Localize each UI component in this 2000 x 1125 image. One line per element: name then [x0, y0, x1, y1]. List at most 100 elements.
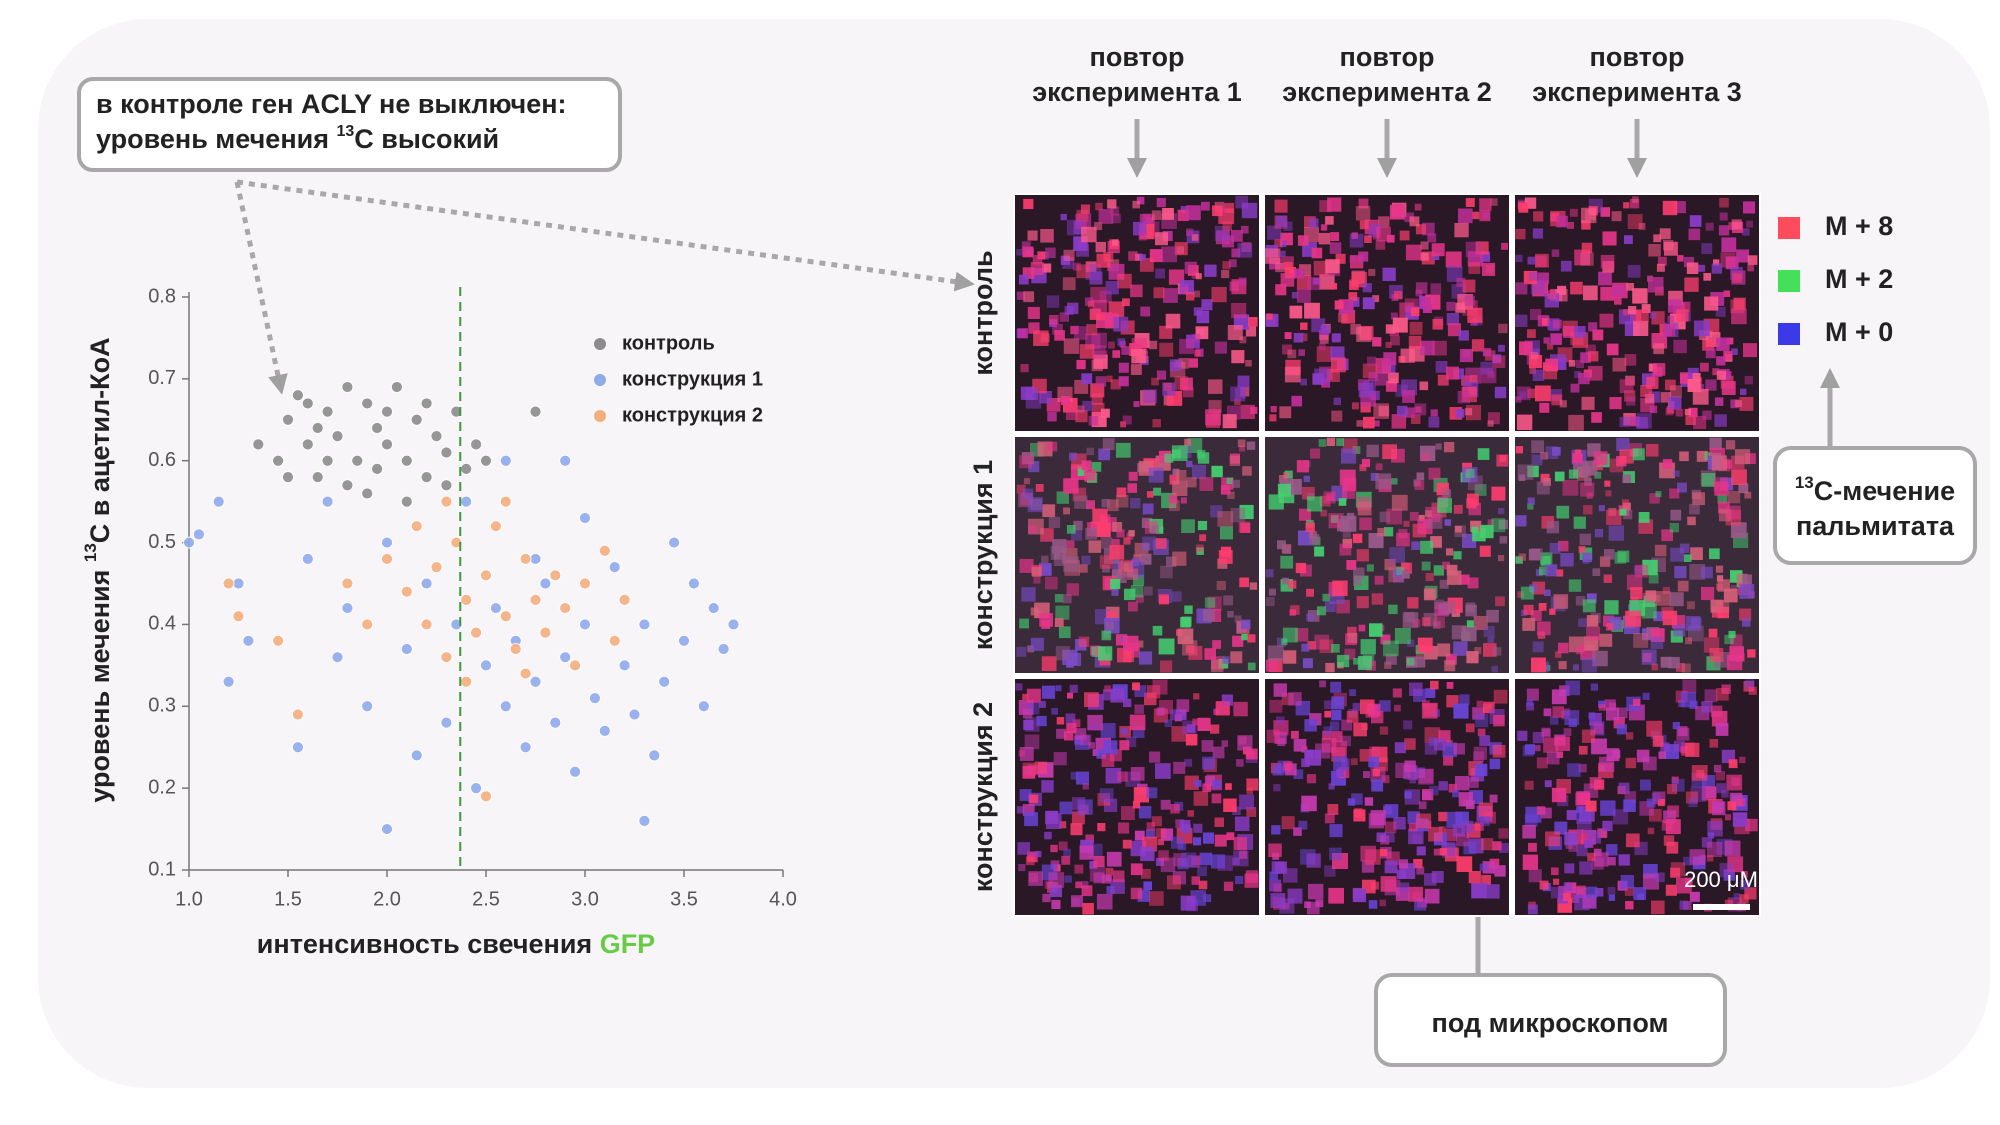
micrograph-pixel: [1562, 893, 1571, 901]
micrograph-pixel: [1349, 689, 1356, 696]
micrograph-pixel: [1212, 779, 1222, 789]
micrograph: [1265, 195, 1509, 431]
scatter-point: [717, 643, 730, 655]
micrograph-pixel: [1498, 828, 1509, 839]
micrograph-pixel: [1184, 605, 1193, 614]
micrograph-pixel: [1025, 387, 1038, 400]
micrograph-pixel: [1581, 396, 1595, 410]
micrograph-pixel: [1091, 332, 1107, 349]
micrograph-pixel: [1130, 767, 1145, 781]
micrograph-pixel: [1446, 301, 1456, 311]
micrograph-pixel: [1172, 480, 1188, 496]
micrograph-pixel: [1041, 685, 1056, 699]
micrograph-pixel: [1152, 679, 1168, 695]
micrograph-pixel: [1191, 271, 1199, 279]
micrograph-pixel: [1599, 633, 1613, 647]
micrograph-pixel: [1487, 636, 1495, 644]
micrograph-pixel: [1727, 801, 1737, 811]
micrograph-pixel: [1685, 742, 1700, 757]
micrograph-pixel: [1545, 564, 1558, 577]
micrograph-pixel: [1443, 755, 1454, 766]
micrograph-pixel: [1711, 801, 1726, 816]
micrograph-pixel: [1716, 337, 1730, 351]
micrograph-pixel: [1420, 340, 1435, 356]
micrograph-pixel: [1221, 694, 1233, 706]
micrograph-pixel: [1245, 326, 1257, 337]
micrograph-pixel: [1245, 360, 1252, 367]
micrograph-pixel: [1130, 364, 1142, 375]
micrograph-pixel: [1020, 364, 1029, 373]
micrograph-pixel: [1138, 651, 1153, 665]
micrograph-pixel: [1551, 787, 1567, 803]
micrograph-pixel: [1095, 241, 1106, 253]
micrograph-pixel: [1066, 583, 1079, 596]
micrograph-pixel: [1322, 593, 1331, 602]
micrograph-pixel: [1091, 462, 1102, 472]
scatter-point: [529, 405, 542, 418]
micrograph-pixel: [1377, 528, 1386, 537]
micrograph-pixel: [1716, 783, 1727, 794]
micrograph-pixel: [1394, 742, 1406, 754]
micrograph-pixel: [1277, 483, 1291, 497]
micrograph-pixel: [1349, 297, 1360, 307]
micrograph-pixel: [1139, 254, 1146, 261]
micrograph-pixel: [1494, 386, 1507, 399]
micrograph-pixel: [1128, 601, 1138, 612]
micrograph-pixel: [1063, 848, 1071, 857]
micrograph-pixel: [1478, 802, 1493, 817]
micrograph-pixel: [1420, 445, 1436, 461]
scatter-point: [341, 381, 354, 393]
micrograph-pixel: [1588, 351, 1599, 362]
micrograph-pixel: [1244, 873, 1259, 888]
scatter-point: [420, 471, 433, 483]
micrograph-pixel: [1585, 800, 1597, 812]
micrograph-pixel: [1666, 406, 1675, 414]
micrograph-pixel: [1121, 346, 1131, 355]
micrograph-pixel: [1740, 880, 1750, 890]
micrograph-pixel: [1491, 665, 1499, 673]
micrograph-pixel: [1358, 198, 1369, 209]
micrograph-pixel: [1276, 716, 1285, 725]
micrograph-pixel: [1328, 783, 1335, 790]
micrograph-pixel: [1079, 564, 1088, 573]
micrograph-pixel: [1029, 794, 1039, 804]
micrograph-pixel: [1027, 230, 1038, 241]
micrograph-pixel: [1479, 863, 1488, 871]
micrograph-pixel: [1474, 484, 1487, 496]
micrograph-pixel: [1492, 647, 1502, 656]
micrograph-pixel: [1319, 639, 1334, 654]
micrograph-pixel: [1074, 728, 1087, 740]
micrograph-pixel: [1416, 846, 1426, 856]
micrograph-pixel: [1146, 491, 1154, 498]
micrograph-pixel: [1063, 338, 1080, 354]
micrograph-pixel: [1066, 525, 1076, 534]
micrograph-pixel: [1679, 900, 1689, 910]
micrograph-pixel: [1420, 252, 1429, 261]
micrograph-pixel: [1366, 564, 1374, 572]
micrograph-pixel: [1379, 511, 1391, 523]
micrograph-pixel: [1481, 875, 1491, 885]
micrograph-pixel: [1160, 857, 1176, 873]
micrograph-pixel: [1058, 841, 1068, 851]
micrograph-pixel: [1394, 628, 1411, 644]
micrograph-pixel: [1520, 586, 1534, 600]
scatter-point: [569, 659, 581, 672]
micrograph-pixel: [1028, 524, 1037, 534]
micrograph-pixel: [1428, 467, 1441, 480]
micrograph-pixel: [1646, 376, 1659, 389]
micrograph-pixel: [1701, 566, 1713, 579]
micrograph-pixel: [1022, 766, 1036, 779]
micrograph-pixel: [1360, 639, 1376, 655]
micrograph-pixel: [1662, 459, 1673, 469]
micrograph-pixel: [1089, 271, 1103, 285]
micrograph-pixel: [1160, 565, 1173, 579]
micrograph-pixel: [1594, 471, 1602, 479]
micrograph-pixel: [1152, 419, 1161, 428]
micrograph-pixel: [1093, 856, 1105, 867]
micrograph-pixel: [1492, 744, 1506, 758]
micrograph-pixel: [1559, 400, 1567, 408]
scatter-point: [282, 413, 294, 426]
micrograph-pixel: [1325, 601, 1336, 613]
micrograph-pixel: [1045, 810, 1059, 824]
micrograph-pixel: [1680, 746, 1688, 754]
